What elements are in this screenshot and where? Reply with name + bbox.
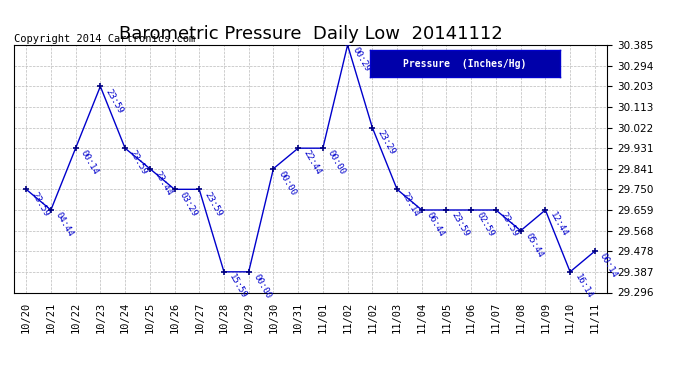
Text: 00:29: 00:29: [351, 46, 372, 74]
Text: 23:59: 23:59: [499, 211, 520, 238]
Text: 00:14: 00:14: [79, 149, 100, 177]
Text: 04:44: 04:44: [54, 211, 75, 238]
Text: 00:00: 00:00: [326, 149, 347, 177]
Text: 23:59: 23:59: [202, 190, 224, 218]
Text: 23:59: 23:59: [449, 211, 471, 238]
Text: 00:00: 00:00: [277, 170, 297, 197]
Text: 23:59: 23:59: [128, 149, 149, 177]
Text: 03:29: 03:29: [177, 190, 199, 218]
Text: 23:14: 23:14: [400, 190, 421, 218]
Text: 00:14: 00:14: [598, 252, 619, 280]
Text: 23:59: 23:59: [104, 87, 124, 115]
Text: Copyright 2014 Cartronics.com: Copyright 2014 Cartronics.com: [14, 34, 195, 44]
Text: 16:14: 16:14: [573, 273, 594, 300]
Text: 22:44: 22:44: [301, 149, 322, 177]
Text: 23:59: 23:59: [29, 190, 50, 218]
Text: 23:44: 23:44: [152, 170, 174, 197]
Text: 00:00: 00:00: [252, 273, 273, 300]
Text: 12:44: 12:44: [549, 211, 569, 238]
Text: 02:59: 02:59: [474, 211, 495, 238]
Text: 23:29: 23:29: [375, 128, 397, 156]
Text: 15:59: 15:59: [227, 273, 248, 300]
Title: Barometric Pressure  Daily Low  20141112: Barometric Pressure Daily Low 20141112: [119, 26, 502, 44]
Text: 05:44: 05:44: [524, 231, 545, 259]
Text: 06:44: 06:44: [425, 211, 446, 238]
